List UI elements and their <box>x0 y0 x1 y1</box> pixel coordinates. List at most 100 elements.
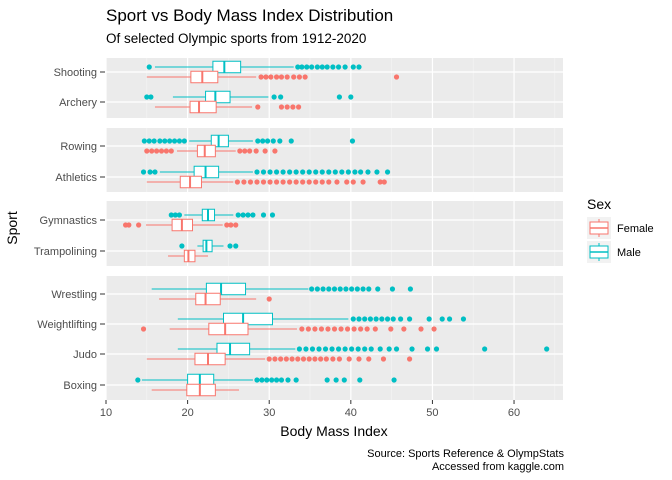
male-rowing-outlier-4 <box>162 138 168 144</box>
female-weightlifting-box <box>208 322 249 336</box>
female-judo-box <box>194 352 226 366</box>
male-athletics-outlier-7 <box>280 169 286 175</box>
male-judo-outlier-13 <box>386 346 392 352</box>
female-gymnastics-outlier-4 <box>228 222 234 228</box>
male-weightlifting-outlier-9 <box>406 316 413 322</box>
male-athletics-outlier-16 <box>339 169 345 175</box>
facet-panel-1: Shooting Archery <box>54 58 563 118</box>
legend-title: Sex <box>587 196 611 212</box>
female-shooting-outlier-6 <box>291 74 297 80</box>
female-wrestling-outlier-0 <box>266 296 272 302</box>
male-weightlifting-outlier-0 <box>350 316 356 322</box>
male-rowing-outlier-8 <box>181 138 187 144</box>
female-judo-outlier-16 <box>380 356 387 362</box>
male-shooting-outlier-6 <box>319 64 325 70</box>
male-athletics-outlier-13 <box>319 169 325 175</box>
female-judo-outlier-4 <box>289 356 295 362</box>
sport-athletics: Athletics <box>55 165 391 189</box>
female-rowing-outlier-2 <box>153 148 160 154</box>
male-judo-outlier-1 <box>303 346 309 352</box>
female-archery-outlier-1 <box>278 104 285 110</box>
male-athletics-outlier-19 <box>358 169 364 175</box>
female-judo-outlier-7 <box>306 356 312 362</box>
female-rowing-outlier-8 <box>247 148 253 154</box>
female-archery-outlier-0 <box>255 104 261 110</box>
male-trampolining-outlier-2 <box>233 243 239 249</box>
male-wrestling-outlier-5 <box>337 286 343 292</box>
female-shooting-outlier-8 <box>302 74 308 80</box>
male-judo-outlier-3 <box>316 346 322 352</box>
female-weightlifting-outlier-3 <box>312 326 318 332</box>
female-weightlifting-outlier-13 <box>388 326 394 332</box>
x-tick-label: 20 <box>181 407 193 419</box>
male-wrestling-box <box>205 282 247 296</box>
female-archery-box <box>189 100 217 114</box>
male-athletics-outlier-14 <box>326 169 332 175</box>
male-rowing-outlier-15 <box>349 138 356 144</box>
male-wrestling-outlier-1 <box>314 286 320 292</box>
male-boxing-outlier-6 <box>278 377 285 383</box>
sport-archery: Archery <box>59 90 354 114</box>
male-archery-outlier-0 <box>144 94 150 100</box>
male-gymnastics-outlier-1 <box>172 212 178 218</box>
caption-line-1: Source: Sports Reference & OlympStats <box>367 448 564 460</box>
female-rowing-outlier-7 <box>242 148 248 154</box>
sport-weightlifting: Weightlifting <box>37 312 467 336</box>
female-rowing-outlier-6 <box>237 148 243 154</box>
male-trampolining-outlier-1 <box>227 243 233 249</box>
male-gymnastics-outlier-4 <box>240 212 246 218</box>
female-judo-outlier-0 <box>266 356 272 362</box>
female-judo-outlier-14 <box>356 356 362 362</box>
female-athletics-outlier-19 <box>377 179 383 185</box>
female-rowing-outlier-0 <box>144 148 150 154</box>
male-wrestling-outlier-8 <box>354 286 360 292</box>
female-rowing-outlier-11 <box>272 148 278 154</box>
legend-label-male: Male <box>617 247 641 259</box>
female-athletics-outlier-0 <box>234 179 240 185</box>
male-judo-outlier-5 <box>329 346 335 352</box>
male-boxing-outlier-2 <box>259 377 265 383</box>
male-athletics-outlier-9 <box>293 169 299 175</box>
male-wrestling-outlier-13 <box>407 286 413 292</box>
female-judo-outlier-3 <box>283 356 289 362</box>
male-athletics-outlier-1 <box>147 169 153 175</box>
female-athletics-outlier-17 <box>350 179 356 185</box>
chart-subtitle: Of selected Olympic sports from 1912-202… <box>106 31 366 46</box>
male-rowing-outlier-13 <box>277 138 283 144</box>
male-athletics-outlier-21 <box>374 169 380 175</box>
female-athletics-outlier-8 <box>287 179 293 185</box>
male-athletics-outlier-3 <box>254 169 260 175</box>
female-weightlifting-outlier-0 <box>140 326 147 332</box>
facet-panel-3: Gymnastics Trampolining <box>34 201 563 266</box>
male-shooting-outlier-12 <box>356 64 362 70</box>
male-athletics-outlier-2 <box>152 169 158 175</box>
male-weightlifting-outlier-6 <box>384 316 391 322</box>
male-weightlifting-outlier-2 <box>362 316 368 322</box>
male-judo-outlier-17 <box>433 346 440 352</box>
male-athletics-outlier-22 <box>384 169 391 175</box>
female-athletics-outlier-1 <box>241 179 247 185</box>
male-judo-outlier-9 <box>355 346 361 352</box>
male-athletics-outlier-4 <box>260 169 267 175</box>
female-shooting-outlier-9 <box>393 74 400 80</box>
male-athletics-outlier-12 <box>313 169 319 175</box>
male-boxing-outlier-12 <box>357 377 363 383</box>
male-rowing-outlier-6 <box>171 138 178 144</box>
sport-rowing: Rowing <box>60 134 356 158</box>
male-boxing-outlier-3 <box>264 377 270 383</box>
male-judo-outlier-11 <box>368 346 374 352</box>
male-rowing-outlier-12 <box>270 138 276 144</box>
female-athletics-outlier-5 <box>267 179 273 185</box>
male-trampolining-outlier-0 <box>179 243 185 249</box>
male-boxing-outlier-4 <box>269 377 275 383</box>
female-judo-outlier-15 <box>366 356 372 362</box>
male-weightlifting-outlier-3 <box>367 316 374 322</box>
female-athletics-outlier-2 <box>247 179 254 185</box>
y-tick-label: Athletics <box>55 172 97 184</box>
y-axis-title: Sport <box>4 211 20 245</box>
female-weightlifting-outlier-6 <box>331 326 338 332</box>
male-boxing-outlier-7 <box>285 377 291 383</box>
male-shooting-outlier-7 <box>324 64 330 70</box>
male-judo-outlier-16 <box>424 346 431 352</box>
male-rowing-outlier-7 <box>176 138 183 144</box>
